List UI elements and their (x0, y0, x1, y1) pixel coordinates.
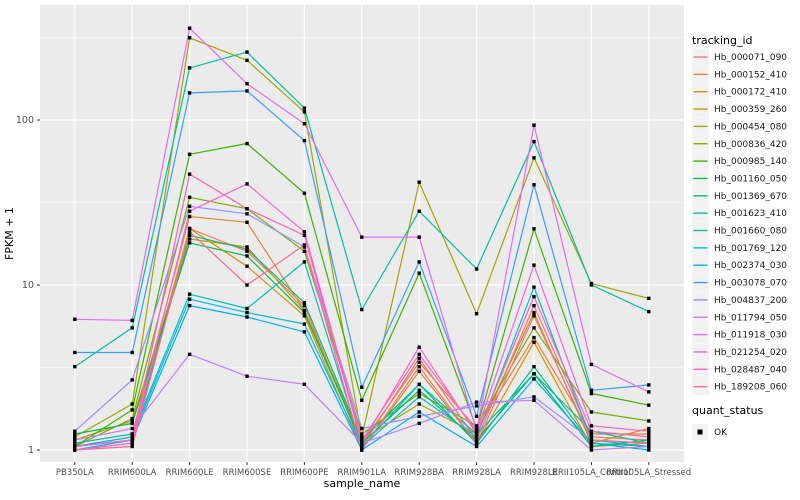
legend-entry-Hb_001369_670: Hb_001369_670 (692, 187, 787, 205)
svg-text:RRIM600SE: RRIM600SE (223, 468, 272, 478)
svg-text:PB350LA: PB350LA (56, 468, 94, 478)
ok-point-marker-icon (697, 429, 703, 435)
legend-entry-Hb_000172_410: Hb_000172_410 (692, 83, 787, 101)
y-tick-labels: 1 10 100 (16, 115, 34, 456)
svg-text:RRIM928LA: RRIM928LA (452, 468, 501, 478)
legend-entry-label: Hb_001769_120 (714, 244, 787, 254)
legend-entry-Hb_011918_030: Hb_011918_030 (692, 326, 787, 344)
legend-entry-label: Hb_000359_260 (714, 105, 787, 115)
legend-entry-Hb_000359_260: Hb_000359_260 (692, 100, 787, 118)
svg-text:100: 100 (16, 115, 34, 126)
x-tick-labels: PB350LA RRIM600LA RRIM600LE RRIM600SE RRIM60… (56, 468, 691, 478)
legend2-title: quant_status (692, 404, 764, 417)
legend-entry-Hb_000985_140: Hb_000985_140 (692, 152, 787, 170)
y-axis-title: FPKM + 1 (3, 207, 16, 260)
legend-quant-status: quant_status OK (692, 404, 764, 440)
legend-entry-Hb_001769_120: Hb_001769_120 (692, 239, 787, 257)
legend-entry-Hb_001160_050: Hb_001160_050 (692, 169, 787, 187)
legend-entry-Hb_001623_410: Hb_001623_410 (692, 204, 787, 222)
legend-entry-label: Hb_000152_410 (714, 70, 787, 80)
svg-text:10: 10 (22, 280, 34, 291)
legend-entry-Hb_003078_070: Hb_003078_070 (692, 274, 787, 292)
legend-entry-Hb_004837_200: Hb_004837_200 (692, 291, 787, 309)
legend-entry-Hb_189208_060: Hb_189208_060 (692, 378, 787, 396)
legend-entry-Hb_028487_040: Hb_028487_040 (692, 360, 787, 378)
legend-entry-label: Hb_004837_200 (714, 296, 787, 306)
legend-entry-label: Hb_001369_670 (714, 192, 787, 202)
legend-entry-label: Hb_003078_070 (714, 279, 787, 289)
legend-entry-Hb_000836_420: Hb_000836_420 (692, 135, 787, 153)
legend-entry-Hb_011794_050: Hb_011794_050 (692, 308, 787, 326)
legend-entry-Hb_001660_080: Hb_001660_080 (692, 222, 787, 239)
legend-entry-label: Hb_021254_020 (714, 348, 787, 358)
svg-text:RRII105LA_Control: RRII105LA_Control (552, 468, 631, 478)
legend-entry-label: Hb_000454_080 (714, 122, 787, 132)
legend-entry-label: Hb_028487_040 (714, 365, 787, 375)
legend-entry-Hb_000152_410: Hb_000152_410 (692, 65, 787, 83)
svg-text:RRIM928BA: RRIM928BA (394, 468, 444, 478)
x-axis-title: sample_name (324, 477, 401, 490)
legend-tracking-id: tracking_id Hb_000071_090 Hb_000152_410 Hb_… (692, 34, 787, 396)
svg-text:RRII105LA_Stressed: RRII105LA_Stressed (606, 468, 691, 478)
legend-title: tracking_id (692, 34, 753, 47)
legend-entry-label: Hb_011794_050 (714, 313, 787, 323)
svg-text:RRIM901LA: RRIM901LA (337, 468, 386, 478)
legend2-entry-label: OK (714, 428, 728, 438)
legend-entry-Hb_000454_080: Hb_000454_080 (692, 117, 787, 135)
legend-entry-label: Hb_011918_030 (714, 331, 787, 341)
svg-text:1: 1 (28, 445, 34, 456)
axis-ticks (37, 119, 650, 465)
legend-entry-label: Hb_000172_410 (714, 88, 787, 98)
svg-text:RRIM600PE: RRIM600PE (280, 468, 328, 478)
svg-text:RRIM600LE: RRIM600LE (166, 468, 214, 478)
legend-entry-Hb_000071_090: Hb_000071_090 (692, 48, 787, 66)
legend-entry-label: Hb_000071_090 (714, 53, 787, 63)
legend-entry-label: Hb_001623_410 (714, 209, 787, 219)
legend-entry-label: Hb_002374_030 (714, 261, 787, 271)
svg-text:RRIM928LE: RRIM928LE (510, 468, 558, 478)
svg-text:RRIM600LA: RRIM600LA (108, 468, 157, 478)
legend-entry-label: Hb_189208_060 (714, 383, 787, 393)
legend-entry-Hb_021254_020: Hb_021254_020 (692, 343, 787, 361)
data-points (73, 26, 651, 452)
legend-entry-Hb_002374_030: Hb_002374_030 (692, 256, 787, 274)
legend-entry-label: Hb_001160_050 (714, 174, 787, 184)
legend-entry-label: Hb_001660_080 (714, 227, 787, 237)
legend-entry-label: Hb_000836_420 (714, 140, 787, 150)
legend-entry-label: Hb_000985_140 (714, 157, 787, 167)
